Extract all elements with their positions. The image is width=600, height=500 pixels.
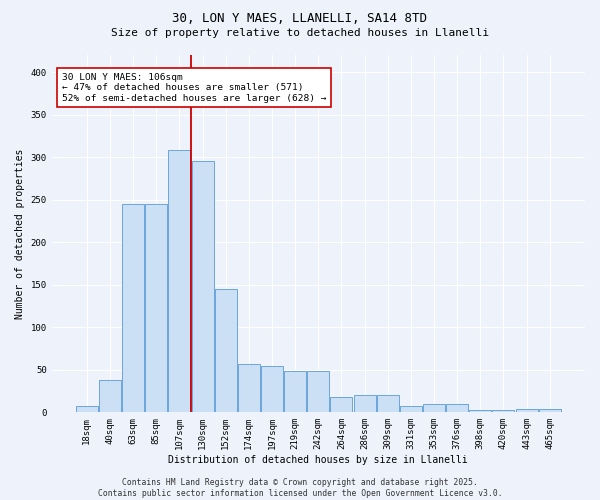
Bar bbox=[493, 410, 514, 412]
Bar bbox=[307, 372, 329, 412]
Bar bbox=[169, 150, 190, 412]
Bar bbox=[446, 404, 468, 412]
Bar bbox=[238, 364, 260, 412]
Bar bbox=[76, 406, 98, 412]
X-axis label: Distribution of detached houses by size in Llanelli: Distribution of detached houses by size … bbox=[169, 455, 468, 465]
Bar bbox=[145, 204, 167, 412]
Text: Size of property relative to detached houses in Llanelli: Size of property relative to detached ho… bbox=[111, 28, 489, 38]
Bar bbox=[261, 366, 283, 412]
Bar bbox=[400, 406, 422, 412]
Bar bbox=[423, 404, 445, 412]
Bar bbox=[99, 380, 121, 412]
Bar bbox=[353, 396, 376, 412]
Bar bbox=[515, 409, 538, 412]
Bar bbox=[191, 162, 214, 412]
Bar bbox=[122, 204, 144, 412]
Y-axis label: Number of detached properties: Number of detached properties bbox=[15, 148, 25, 319]
Text: 30 LON Y MAES: 106sqm
← 47% of detached houses are smaller (571)
52% of semi-det: 30 LON Y MAES: 106sqm ← 47% of detached … bbox=[62, 73, 327, 102]
Text: Contains HM Land Registry data © Crown copyright and database right 2025.
Contai: Contains HM Land Registry data © Crown c… bbox=[98, 478, 502, 498]
Bar bbox=[469, 410, 491, 412]
Bar bbox=[331, 397, 352, 412]
Bar bbox=[215, 289, 236, 412]
Text: 30, LON Y MAES, LLANELLI, SA14 8TD: 30, LON Y MAES, LLANELLI, SA14 8TD bbox=[173, 12, 427, 26]
Bar bbox=[539, 409, 561, 412]
Bar bbox=[284, 372, 306, 412]
Bar bbox=[377, 396, 399, 412]
